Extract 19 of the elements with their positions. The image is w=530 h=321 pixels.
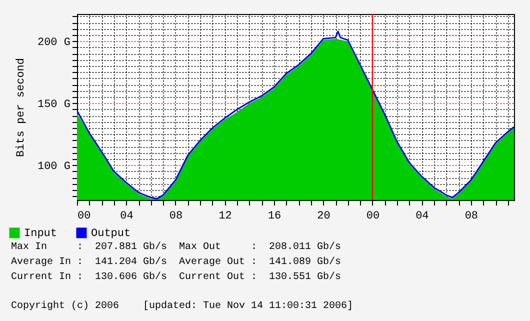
text: Copyright (c) 2006 [updated: Tue Nov 14 11:00:31 2006] [11,300,354,312]
text: Current In : 130.606 Gb/s Current Out : 130.551 Gb/s [11,271,342,283]
text: Average In : 141.204 Gb/s Average Out : 141.089 Gb/s [11,256,342,268]
text: Max In : 207.881 Gb/s Max Out : 208.011 Gb/s [11,241,342,253]
y-tick-label: 150 G [37,98,70,111]
x-tick-label: 04 [416,210,430,222]
x-tick-label: 16 [268,210,282,222]
x-tick-label: 12 [218,210,232,222]
legend-label: Input [24,228,58,240]
x-tick-label: 04 [120,210,134,222]
y-axis-title: Bits per second [15,58,28,158]
legend-label: Output [91,228,131,240]
y-tick-label: 100 G [37,160,70,173]
x-tick-label: 00 [78,210,91,222]
x-tick-label: 08 [464,210,478,222]
x-tick-label: 20 [317,210,330,222]
x-tick-label: 08 [169,210,183,222]
x-tick-label: 00 [366,210,380,222]
y-tick-label: 200 G [37,36,70,49]
